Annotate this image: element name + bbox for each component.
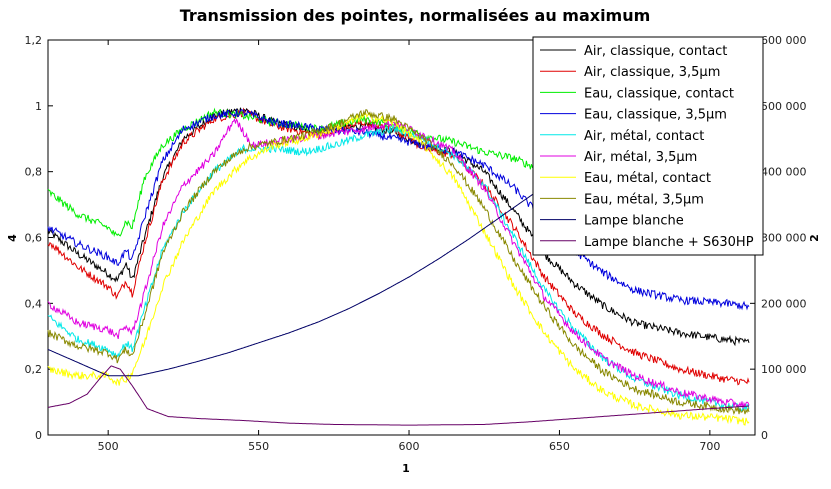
legend-entry: Lampe blanche + S630HP — [584, 235, 754, 250]
y-left-axis-ticks: 0 0,2 0,4 0,6 0,8 1 1,2 — [25, 34, 53, 442]
series-line — [47, 107, 750, 386]
legend-entry: Air, classique, 3,5µm — [584, 65, 720, 80]
x-tick-label: 600 — [399, 440, 420, 453]
legend-entry: Lampe blanche — [584, 214, 684, 229]
y-left-tick-label: 0 — [35, 429, 42, 442]
series-line — [47, 109, 750, 311]
y-left-tick-label: 1 — [35, 100, 42, 113]
y-left-tick-label: 0,8 — [25, 166, 43, 179]
legend-entry: Air, métal, contact — [584, 129, 704, 144]
y-left-tick-label: 0,2 — [25, 363, 43, 376]
legend-entry: Eau, métal, contact — [584, 171, 711, 186]
y-right-axis-ticks: 0 100 000 200 000 300 000 400 000 500 000 600 … — [750, 34, 807, 442]
y-left-tick-label: 0,4 — [25, 297, 43, 310]
legend-entry: Air, métal, 3,5µm — [584, 150, 697, 165]
legend-entry: Eau, classique, contact — [584, 86, 734, 101]
series-line — [47, 365, 750, 426]
x-tick-label: 550 — [248, 440, 269, 453]
y-right-tick-label: 300 000 — [761, 232, 807, 245]
legend-entry: Eau, classique, 3,5µm — [584, 108, 727, 123]
x-tick-label: 700 — [699, 440, 720, 453]
series-line — [47, 107, 750, 347]
series-line — [47, 109, 750, 415]
y-left-tick-label: 1,2 — [25, 34, 43, 47]
series-line — [47, 112, 750, 426]
y-right-tick-label: 500 000 — [761, 100, 807, 113]
y-right-tick-label: 200 000 — [761, 297, 807, 310]
x-axis-label: 1 — [402, 462, 410, 475]
x-tick-label: 650 — [549, 440, 570, 453]
y-right-tick-label: 400 000 — [761, 166, 807, 179]
x-tick-label: 500 — [98, 440, 119, 453]
chart-title: Transmission des pointes, normalisées au… — [180, 6, 651, 25]
y-right-tick-label: 600 000 — [761, 34, 807, 47]
y-left-axis-label: 4 — [6, 234, 19, 242]
y-right-tick-label: 0 — [761, 429, 768, 442]
legend-box — [532, 36, 764, 256]
y-left-tick-label: 0,6 — [25, 232, 43, 245]
legend: Air, classique, contact Air, classique, 3… — [532, 36, 764, 256]
legend-entry: Eau, métal, 3,5µm — [584, 192, 704, 207]
series-line — [47, 117, 750, 409]
x-axis-ticks: 500 550 600 650 700 — [98, 40, 720, 453]
legend-entry: Air, classique, contact — [584, 44, 727, 59]
y-right-axis-label: 2 — [808, 234, 821, 242]
y-right-tick-label: 100 000 — [761, 363, 807, 376]
